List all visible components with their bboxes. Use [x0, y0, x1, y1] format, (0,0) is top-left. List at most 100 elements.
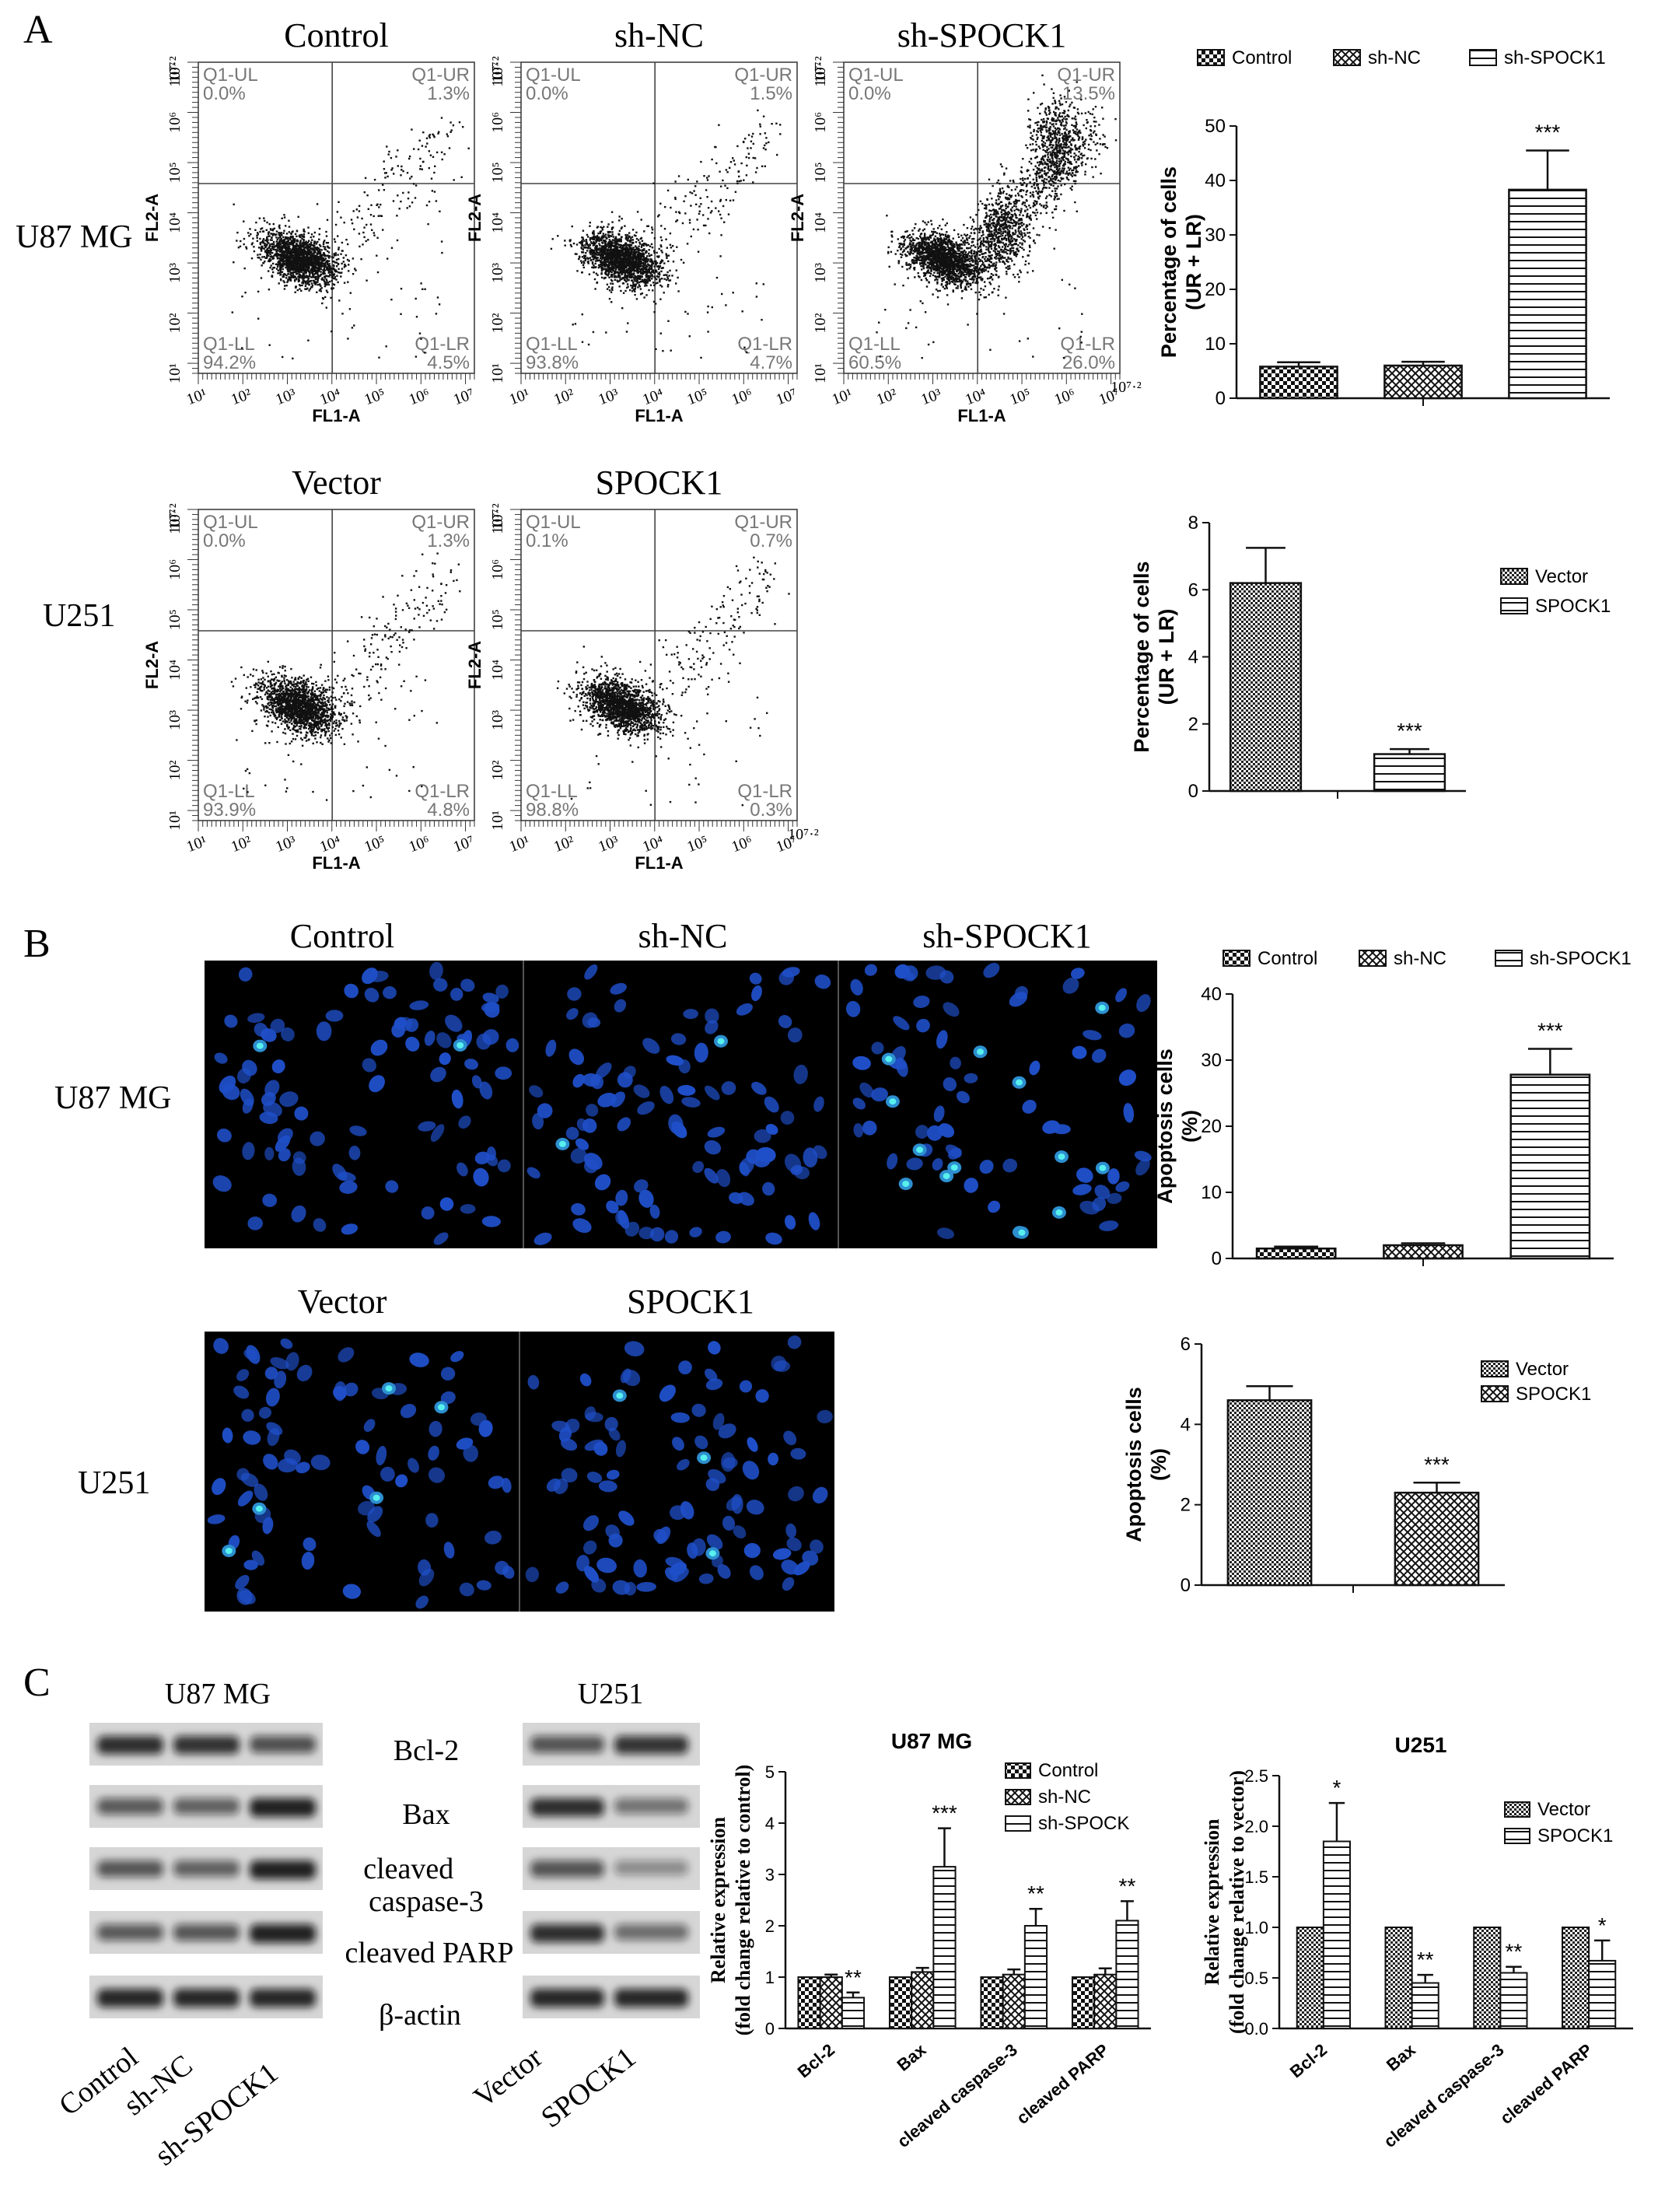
- quadrant-lr-name: Q1-LR: [737, 781, 792, 802]
- legend-swatch: [1500, 568, 1528, 585]
- legend-label: Control: [1257, 948, 1317, 969]
- flow-y-tick-label: 10⁶: [489, 112, 506, 133]
- bar-chart-1: 0 10 20 30 40 50 Percentage of cells(UR + LR) *…: [1157, 47, 1610, 409]
- bar-vector: [1562, 1927, 1590, 2029]
- microscopy-image-3: sh-SPOCK1: [838, 917, 1157, 1248]
- blot-band: [250, 1989, 316, 2007]
- y-axis-label-line2: (%): [1147, 1448, 1170, 1481]
- quadrant-ur-value: 1.3%: [427, 83, 470, 104]
- flow-axis-ticks: [510, 61, 798, 384]
- legend-swatch: [1359, 950, 1387, 967]
- blot-band: [614, 1736, 688, 1755]
- flow-x-tick-label: 10⁴: [317, 385, 343, 408]
- legend-swatch: [1504, 1828, 1530, 1844]
- flow-y-tick-label-last: 10⁷·²: [489, 503, 506, 534]
- apoptotic-core: [616, 1392, 624, 1399]
- significance-mark: **: [845, 1965, 862, 1990]
- quadrant-lr-value: 4.8%: [427, 800, 470, 821]
- nuclei: [525, 1335, 833, 1596]
- apoptotic-core: [916, 1146, 924, 1153]
- bar-spock1: [1499, 1972, 1528, 2029]
- flow-y-tick-label: 10³: [812, 263, 829, 283]
- blot-strip-right-1: [523, 1723, 700, 1766]
- y-tick-label: 10: [1201, 1182, 1222, 1203]
- blot-strip-right-4: [523, 1911, 700, 1954]
- flow-x-tick-label-last: 10⁷·²: [788, 826, 819, 843]
- quadrant-ur-name: Q1-UR: [411, 65, 470, 86]
- quadrant-ul-value: 0.0%: [526, 83, 568, 104]
- y-tick-label: 30: [1205, 225, 1226, 246]
- y-tick-label: 5: [765, 1762, 775, 1782]
- legend-label: sh-SPOCK1: [1504, 47, 1606, 68]
- y-axis-label-line2: (%): [1178, 1110, 1202, 1143]
- flow-y-tick-label: 10³: [489, 263, 506, 283]
- legend-swatch: [1333, 49, 1361, 66]
- flow-x-tick-label: 10⁴: [963, 385, 988, 408]
- flow-scatter-dots: [550, 109, 782, 359]
- microscopy-background: [205, 961, 523, 1248]
- protein-label-actin: β-actin: [379, 1999, 461, 2032]
- quadrant-ul-value: 0.0%: [203, 530, 246, 551]
- flow-y-axis-label: FL2-A: [142, 194, 162, 242]
- flow-plot-title: Vector: [292, 464, 381, 502]
- microscopy-title: sh-SPOCK1: [922, 917, 1092, 955]
- blot-band: [614, 1924, 688, 1941]
- y-axis-label-line2: (fold change relative to control): [732, 1765, 754, 2036]
- flow-x-tick-label: 10²: [551, 833, 576, 856]
- bar-spock1: [1322, 1840, 1351, 2029]
- y-tick-label: 50: [1205, 116, 1226, 137]
- panelA-row-label-u87: U87 MG: [16, 219, 133, 255]
- bar-sh-nc: [911, 1971, 935, 2029]
- flow-y-tick-label: 10⁶: [812, 112, 829, 133]
- flow-x-tick-label: 10³: [596, 833, 621, 856]
- flow-y-tick-label: 10¹: [166, 363, 184, 383]
- panelA-row-label-u251: U251: [43, 598, 115, 634]
- legend-label: SPOCK1: [1537, 1825, 1613, 1846]
- protein-label-bax: Bax: [402, 1798, 449, 1831]
- flow-y-tick-label: 10⁵: [489, 162, 506, 183]
- flow-x-axis-label: FL1-A: [312, 406, 360, 425]
- flow-x-tick-label: 10⁷: [451, 832, 477, 856]
- significance-mark: **: [1506, 1940, 1523, 1964]
- flow-plot-frame: [198, 61, 475, 374]
- quadrant-lr-name: Q1-LR: [415, 334, 470, 355]
- flow-x-tick-label: 10⁷: [451, 385, 477, 408]
- apoptotic-core: [438, 1404, 445, 1411]
- microscopy-title: Vector: [298, 1283, 387, 1321]
- legend-label: Vector: [1535, 566, 1588, 587]
- y-axis-label-line1: Percentage of cells: [1130, 561, 1153, 752]
- y-tick-label: 2: [1188, 714, 1198, 735]
- blot-strip-left-4: [89, 1911, 323, 1954]
- blot-band: [173, 1798, 240, 1815]
- bar-sh-spock: [932, 1866, 957, 2030]
- flow-x-tick-label: 10³: [273, 833, 298, 856]
- legend-label: sh-SPOCK: [1038, 1813, 1129, 1834]
- quadrant-ur-name: Q1-UR: [734, 65, 792, 86]
- bar-spock1: [1588, 1959, 1617, 2029]
- lane-label-right: SPOCK1: [535, 2041, 642, 2134]
- flow-x-tick-label: 10⁶: [729, 832, 755, 856]
- apoptotic-core: [708, 1550, 716, 1557]
- flow-y-tick-label: 10⁷: [489, 61, 506, 82]
- blot-strip-left-2: [89, 1785, 323, 1828]
- blot-band: [97, 1989, 163, 2007]
- flow-y-tick-label: 10²: [489, 313, 506, 333]
- x-category-label: Bcl-2: [794, 2040, 838, 2082]
- microscopy-title: sh-NC: [638, 917, 728, 955]
- protein-label-caspase3: cleaved caspase-3: [363, 1853, 484, 1918]
- quadrant-ul-name: Q1-UL: [526, 65, 581, 86]
- legend-label: sh-NC: [1368, 47, 1421, 68]
- apoptotic-core: [256, 1042, 264, 1049]
- y-tick-label: 2.0: [1244, 1817, 1268, 1836]
- flow-y-tick-label: 10¹: [812, 363, 829, 383]
- blot-strip-left-3: [89, 1847, 323, 1890]
- significance-mark: *: [1598, 1913, 1607, 1937]
- flow-y-tick-label: 10⁴: [166, 212, 184, 233]
- flow-plot-title: Control: [284, 16, 388, 54]
- apoptotic-core: [225, 1548, 233, 1554]
- y-tick-label: 1.0: [1244, 1918, 1268, 1937]
- panel-label-a: A: [23, 8, 53, 52]
- flow-x-tick-label: 10¹: [184, 833, 209, 856]
